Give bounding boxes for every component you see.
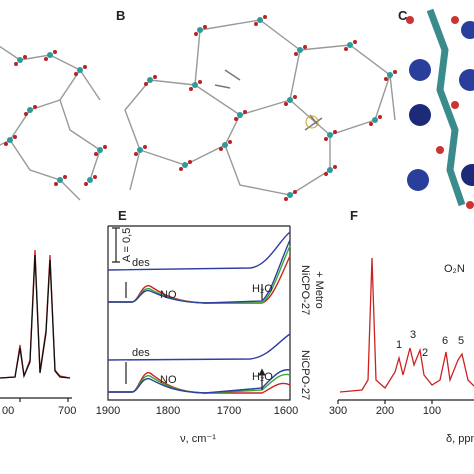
tick-label: 200 [376, 405, 394, 417]
tick-label: 1700 [217, 405, 241, 417]
panel-label: B [116, 8, 125, 23]
trace-label: des [132, 347, 150, 359]
axis-label: ν, cm⁻¹ [180, 433, 216, 445]
panel-a-structure [0, 45, 107, 201]
tick-label: 1900 [96, 405, 120, 417]
panel-e-spectra [107, 231, 291, 394]
tick-label: 100 [423, 405, 441, 417]
peak-label: 3 [410, 329, 416, 341]
peak-label: 1 [396, 339, 402, 351]
x-axis [337, 399, 474, 404]
panel-c-structure [406, 8, 474, 209]
trace-label: des [132, 257, 150, 269]
peak-label: 2 [422, 347, 428, 359]
panel-label: E [118, 208, 127, 223]
molecule-label: O₂N [444, 263, 465, 275]
trace-label: NO [160, 374, 177, 386]
peak-label: 5 [458, 335, 464, 347]
axes-frame [107, 225, 291, 401]
axis-label: δ, ppm [446, 433, 474, 445]
sample-label: NiCPO-27 [299, 350, 311, 400]
panel-b-structure [124, 15, 397, 201]
tick-label: 1600 [274, 405, 298, 417]
sample-label: NiCPO-27 [299, 265, 311, 315]
panel-label: C [398, 8, 408, 23]
tick-label: 1800 [156, 405, 180, 417]
panel-label: F [350, 208, 358, 223]
trace-label: H₂O [252, 371, 273, 383]
trace-label: NO [160, 289, 177, 301]
peak-label: 6 [442, 335, 448, 347]
tick-label: 700 [58, 405, 76, 417]
panel-d-spectrum [0, 249, 72, 402]
scale-bar-label: A = 0,5 [121, 228, 133, 263]
trace-label: H₂O [252, 283, 273, 295]
nmr-spectrum [339, 257, 474, 393]
tick-label: 00 [2, 405, 14, 417]
scale-bar [112, 227, 120, 263]
tick-label: 300 [329, 405, 347, 417]
sample-label: + Metro [313, 271, 325, 309]
